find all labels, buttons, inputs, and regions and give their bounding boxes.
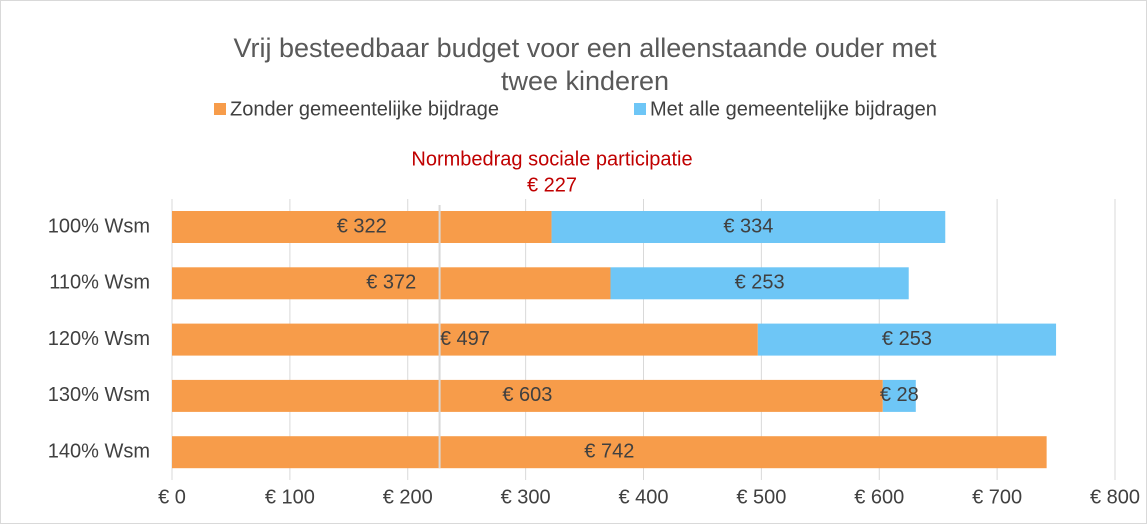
- data-label: € 742: [584, 440, 634, 462]
- y-tick-label: 140% Wsm: [48, 440, 150, 462]
- data-label: € 334: [723, 215, 773, 237]
- data-label: € 603: [502, 384, 552, 406]
- data-label: € 497: [440, 328, 490, 350]
- data-label: € 372: [366, 272, 416, 294]
- x-tick-label: € 400: [618, 486, 668, 508]
- x-tick-label: € 800: [1090, 486, 1140, 508]
- x-tick-label: € 0: [158, 486, 186, 508]
- legend-swatch: [214, 103, 226, 115]
- data-label: € 322: [337, 215, 387, 237]
- bar-segment: [172, 379, 883, 412]
- reference-label: Normbedrag sociale participatie: [411, 148, 692, 170]
- x-tick-label: € 100: [265, 486, 315, 508]
- x-tick-label: € 700: [972, 486, 1022, 508]
- chart-title: twee kinderen: [501, 66, 669, 96]
- reference-value: € 227: [527, 174, 577, 196]
- legend-label: Zonder gemeentelijke bijdrage: [230, 98, 499, 120]
- chart-title: Vrij besteedbaar budget voor een alleens…: [234, 33, 937, 63]
- bar-segment: [172, 267, 611, 300]
- legend-label: Met alle gemeentelijke bijdragen: [650, 98, 937, 120]
- x-tick-label: € 300: [501, 486, 551, 508]
- x-tick-label: € 600: [854, 486, 904, 508]
- bar-segment: [172, 436, 1047, 469]
- y-tick-label: 110% Wsm: [49, 272, 150, 294]
- bar-segment: [551, 211, 946, 243]
- legend-swatch: [634, 103, 646, 115]
- data-label: € 253: [735, 272, 785, 294]
- bar-segment: [172, 323, 758, 356]
- data-label: € 28: [880, 384, 919, 406]
- y-tick-label: 130% Wsm: [48, 384, 150, 406]
- x-tick-label: € 500: [736, 486, 786, 508]
- bar-segment: [610, 267, 909, 300]
- bar-segment: [172, 211, 552, 243]
- data-label: € 253: [882, 328, 932, 350]
- y-tick-label: 100% Wsm: [48, 215, 150, 237]
- bar-segment: [757, 323, 1057, 356]
- x-tick-label: € 200: [383, 486, 433, 508]
- y-tick-label: 120% Wsm: [48, 328, 150, 350]
- bar-segment: [882, 379, 916, 412]
